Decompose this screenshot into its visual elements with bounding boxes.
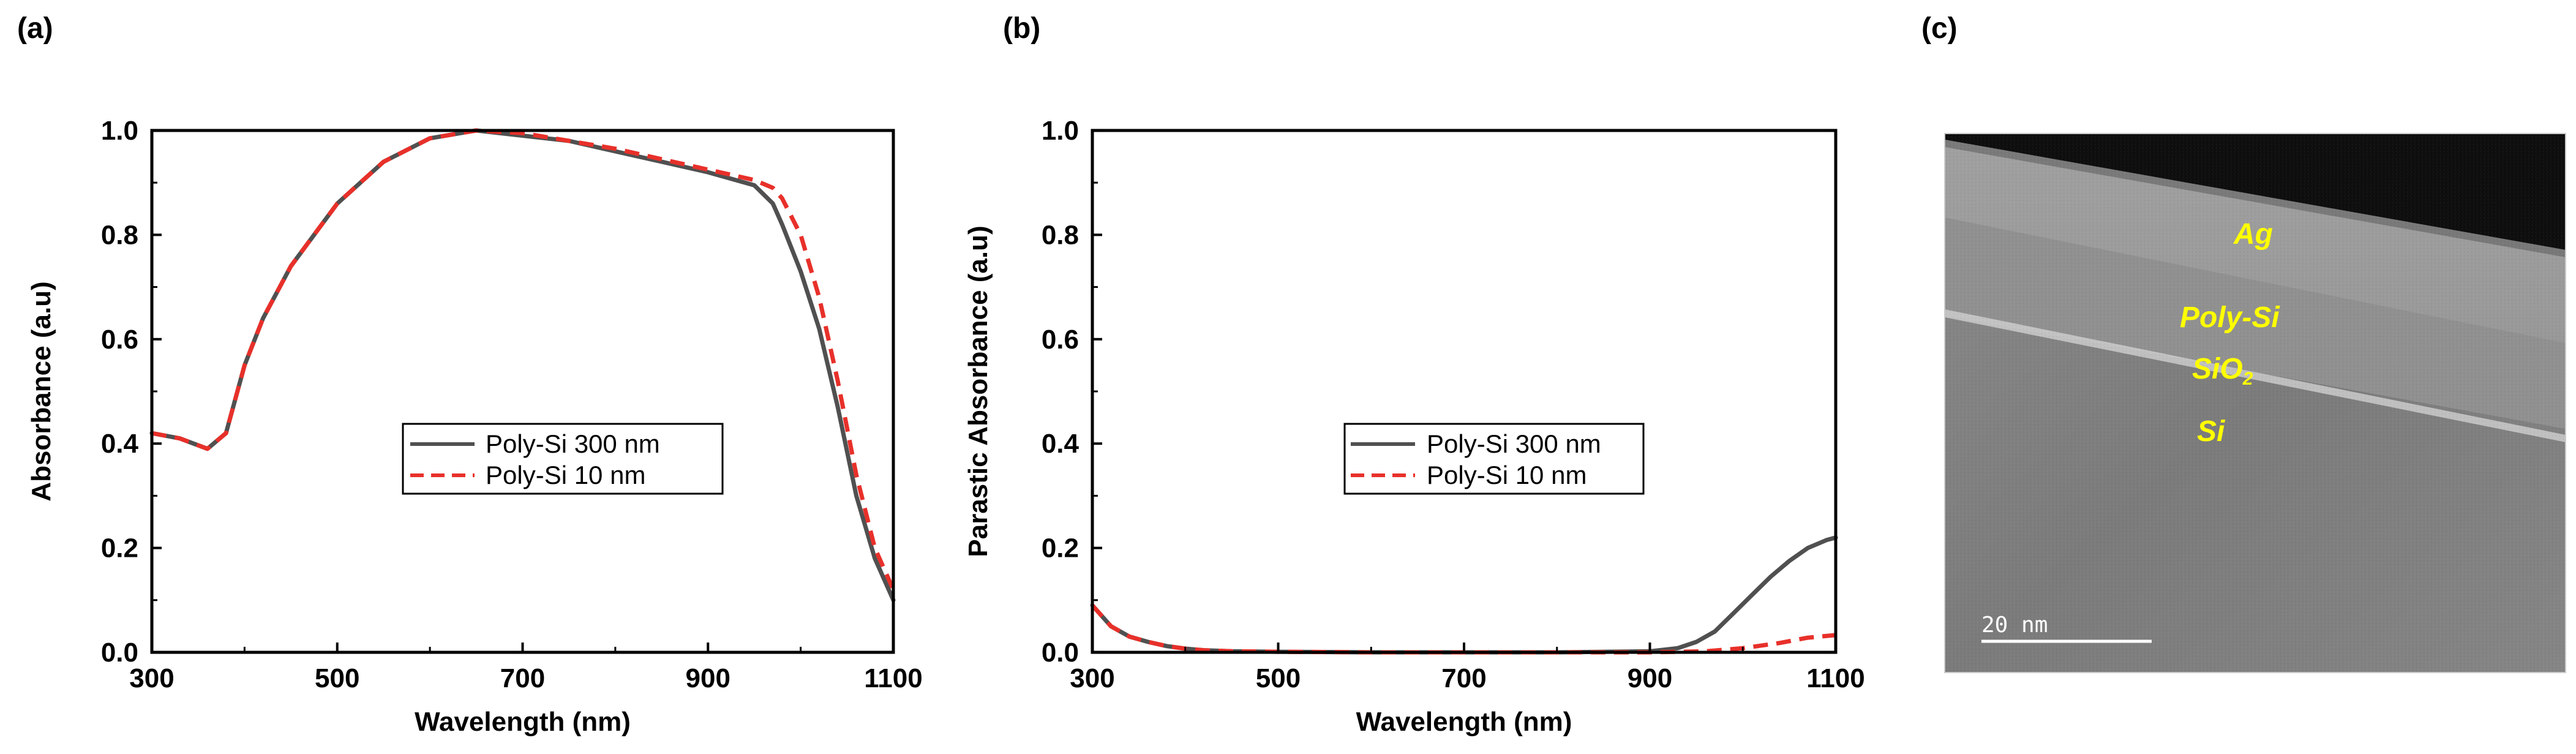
scale-bar-label: 20 nm bbox=[1981, 613, 2048, 638]
legend-label-a-series-2: Poly-Si 10 nm bbox=[486, 461, 645, 489]
x-axis-title-b: Wavelength (nm) bbox=[1356, 707, 1572, 737]
panel-b-label: (b) bbox=[1003, 12, 1040, 45]
x-tick-label-a-2: 500 bbox=[315, 663, 359, 693]
x-tick-label-b-4: 900 bbox=[1628, 663, 1672, 693]
x-tick-label-b-3: 700 bbox=[1441, 663, 1486, 693]
legend-label-b-series-1: Poly-Si 300 nm bbox=[1427, 429, 1601, 458]
x-tick-label-b-2: 500 bbox=[1256, 663, 1301, 693]
tem-texture bbox=[1945, 134, 2566, 673]
legend-a: Poly-Si 300 nm Poly-Si 10 nm bbox=[402, 423, 724, 495]
plot-frame-b bbox=[1091, 129, 1838, 654]
tem-label-sio2-main: SiO bbox=[2192, 353, 2243, 385]
legend-box-a bbox=[402, 423, 724, 495]
tem-label-sio2-subscript: 2 bbox=[2242, 369, 2253, 389]
plot-frame-a bbox=[150, 129, 895, 654]
tem-micrograph bbox=[1945, 134, 2566, 673]
y-tick-label-b-2: 0.2 bbox=[1042, 533, 1079, 564]
tem-border bbox=[1944, 133, 2566, 673]
y-tick-label-b-5: 0.8 bbox=[1042, 220, 1079, 250]
y-tick-label-b-4: 0.6 bbox=[1042, 325, 1079, 355]
legend-box-b bbox=[1343, 423, 1645, 495]
series-line-a-2 bbox=[151, 128, 896, 591]
y-tick-label-b-1: 0.0 bbox=[1042, 638, 1079, 668]
plot-area-b: 300 500 700 900 1100 0.0 0.2 0.4 0.6 0.8 1.0 Wavele… bbox=[963, 116, 1865, 737]
x-tick-label-b-5: 1100 bbox=[1806, 663, 1864, 693]
y-tick-label-a-4: 0.6 bbox=[101, 325, 138, 355]
x-tick-label-a-5: 1100 bbox=[864, 663, 922, 693]
panel-c-label: (c) bbox=[1921, 12, 1958, 45]
series-line-b-1 bbox=[1090, 535, 1838, 655]
y-tick-label-a-2: 0.2 bbox=[101, 533, 138, 564]
y-tick-label-a-5: 0.8 bbox=[101, 220, 138, 250]
tem-label-si: Si bbox=[2197, 415, 2226, 448]
x-axis-title-a: Wavelength (nm) bbox=[415, 707, 631, 737]
y-tick-label-b-6: 1.0 bbox=[1042, 116, 1079, 146]
y-axis-title-a: Absorbance (a.u) bbox=[26, 281, 56, 501]
plot-area-a: 300 500 700 900 1100 0.0 0.2 0.4 0.6 0.8 1.0 Wavele… bbox=[26, 116, 923, 737]
y-axis-title-b: Parastic Absorbance (a.u) bbox=[963, 225, 993, 557]
x-tick-label-a-1: 300 bbox=[129, 663, 174, 693]
panel-c-tem-image: (c) Ag Poly-Si SiO2 Si 20 nm bbox=[1921, 12, 2566, 673]
panel-a-label: (a) bbox=[17, 12, 53, 45]
y-tick-label-a-6: 1.0 bbox=[101, 116, 138, 146]
panel-b-parasitic-absorbance-chart: (b) 300 500 700 900 1100 0.0 0.2 0.4 0.6 0.8 1.0 Wa… bbox=[963, 12, 1865, 737]
panel-a-absorbance-chart: (a) 300 500 700 900 1100 0.0 0.2 0.4 0.6 0.8 1.0 Wa… bbox=[17, 12, 923, 737]
x-tick-label-b-1: 300 bbox=[1070, 663, 1114, 693]
y-tick-label-a-1: 0.0 bbox=[101, 638, 138, 668]
tem-label-polysi: Poly-Si bbox=[2180, 301, 2280, 334]
tem-label-sio2: SiO2 bbox=[2192, 353, 2253, 389]
tem-label-ag: Ag bbox=[2233, 218, 2273, 251]
legend-b: Poly-Si 300 nm Poly-Si 10 nm bbox=[1343, 423, 1645, 495]
x-tick-label-a-4: 900 bbox=[686, 663, 730, 693]
legend-label-a-series-1: Poly-Si 300 nm bbox=[486, 429, 660, 458]
x-tick-label-a-3: 700 bbox=[500, 663, 545, 693]
legend-label-b-series-2: Poly-Si 10 nm bbox=[1427, 461, 1587, 489]
y-tick-label-b-3: 0.4 bbox=[1042, 429, 1080, 459]
y-tick-label-a-3: 0.4 bbox=[101, 429, 139, 459]
